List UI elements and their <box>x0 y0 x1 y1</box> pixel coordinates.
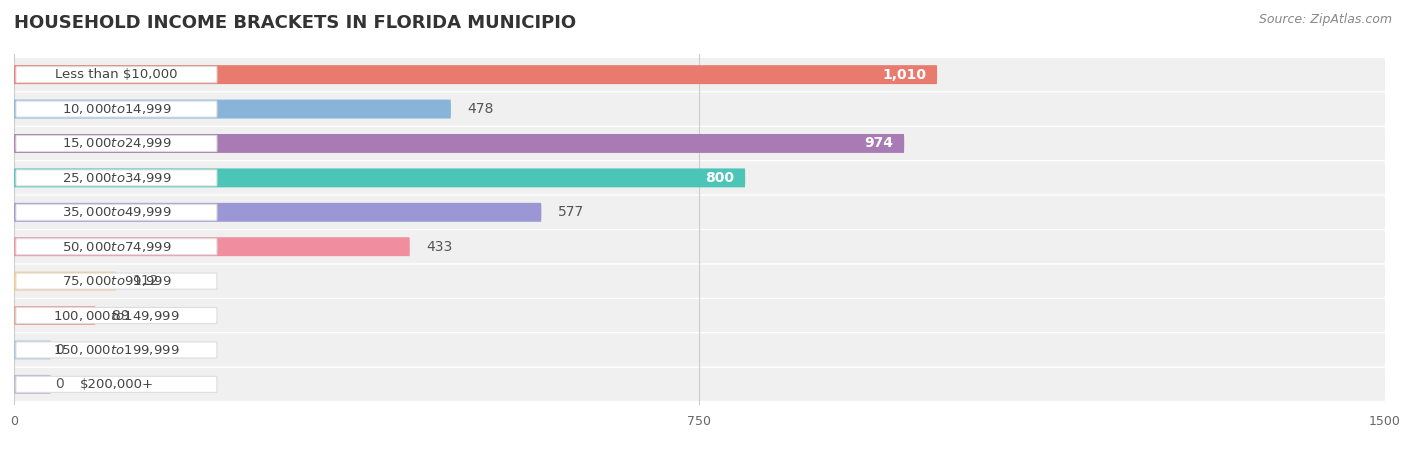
Text: $75,000 to $99,999: $75,000 to $99,999 <box>62 274 172 288</box>
FancyBboxPatch shape <box>15 342 217 358</box>
Text: 112: 112 <box>132 274 159 288</box>
Text: 974: 974 <box>865 136 893 150</box>
Text: $35,000 to $49,999: $35,000 to $49,999 <box>62 205 172 219</box>
Text: HOUSEHOLD INCOME BRACKETS IN FLORIDA MUNICIPIO: HOUSEHOLD INCOME BRACKETS IN FLORIDA MUN… <box>14 14 576 32</box>
Text: $50,000 to $74,999: $50,000 to $74,999 <box>62 240 172 254</box>
Text: $100,000 to $149,999: $100,000 to $149,999 <box>53 309 180 323</box>
FancyBboxPatch shape <box>14 237 409 256</box>
Text: 433: 433 <box>426 240 453 254</box>
FancyBboxPatch shape <box>14 341 51 360</box>
FancyBboxPatch shape <box>14 134 904 153</box>
Text: 0: 0 <box>55 378 63 392</box>
FancyBboxPatch shape <box>15 273 217 289</box>
Text: $10,000 to $14,999: $10,000 to $14,999 <box>62 102 172 116</box>
Text: Source: ZipAtlas.com: Source: ZipAtlas.com <box>1258 14 1392 27</box>
Text: 577: 577 <box>558 205 583 219</box>
Text: $150,000 to $199,999: $150,000 to $199,999 <box>53 343 180 357</box>
FancyBboxPatch shape <box>15 204 217 220</box>
FancyBboxPatch shape <box>14 99 451 118</box>
FancyBboxPatch shape <box>15 238 217 255</box>
FancyBboxPatch shape <box>14 196 1385 229</box>
FancyBboxPatch shape <box>14 368 1385 401</box>
Text: $200,000+: $200,000+ <box>79 378 153 391</box>
Text: Less than $10,000: Less than $10,000 <box>55 68 177 81</box>
FancyBboxPatch shape <box>15 376 217 392</box>
FancyBboxPatch shape <box>14 168 745 187</box>
FancyBboxPatch shape <box>14 162 1385 194</box>
FancyBboxPatch shape <box>14 93 1385 126</box>
Text: 89: 89 <box>112 309 129 323</box>
Text: 1,010: 1,010 <box>882 68 927 81</box>
FancyBboxPatch shape <box>15 170 217 186</box>
FancyBboxPatch shape <box>15 135 217 152</box>
Text: 478: 478 <box>467 102 494 116</box>
FancyBboxPatch shape <box>14 58 1385 91</box>
FancyBboxPatch shape <box>14 306 96 325</box>
FancyBboxPatch shape <box>14 272 117 291</box>
Text: 0: 0 <box>55 343 63 357</box>
FancyBboxPatch shape <box>14 265 1385 297</box>
FancyBboxPatch shape <box>15 307 217 324</box>
FancyBboxPatch shape <box>14 203 541 222</box>
FancyBboxPatch shape <box>14 375 51 394</box>
FancyBboxPatch shape <box>14 333 1385 366</box>
FancyBboxPatch shape <box>15 101 217 117</box>
FancyBboxPatch shape <box>14 299 1385 332</box>
FancyBboxPatch shape <box>14 65 938 84</box>
FancyBboxPatch shape <box>15 67 217 83</box>
FancyBboxPatch shape <box>14 127 1385 160</box>
Text: 800: 800 <box>706 171 734 185</box>
Text: $15,000 to $24,999: $15,000 to $24,999 <box>62 136 172 150</box>
Text: $25,000 to $34,999: $25,000 to $34,999 <box>62 171 172 185</box>
FancyBboxPatch shape <box>14 230 1385 263</box>
